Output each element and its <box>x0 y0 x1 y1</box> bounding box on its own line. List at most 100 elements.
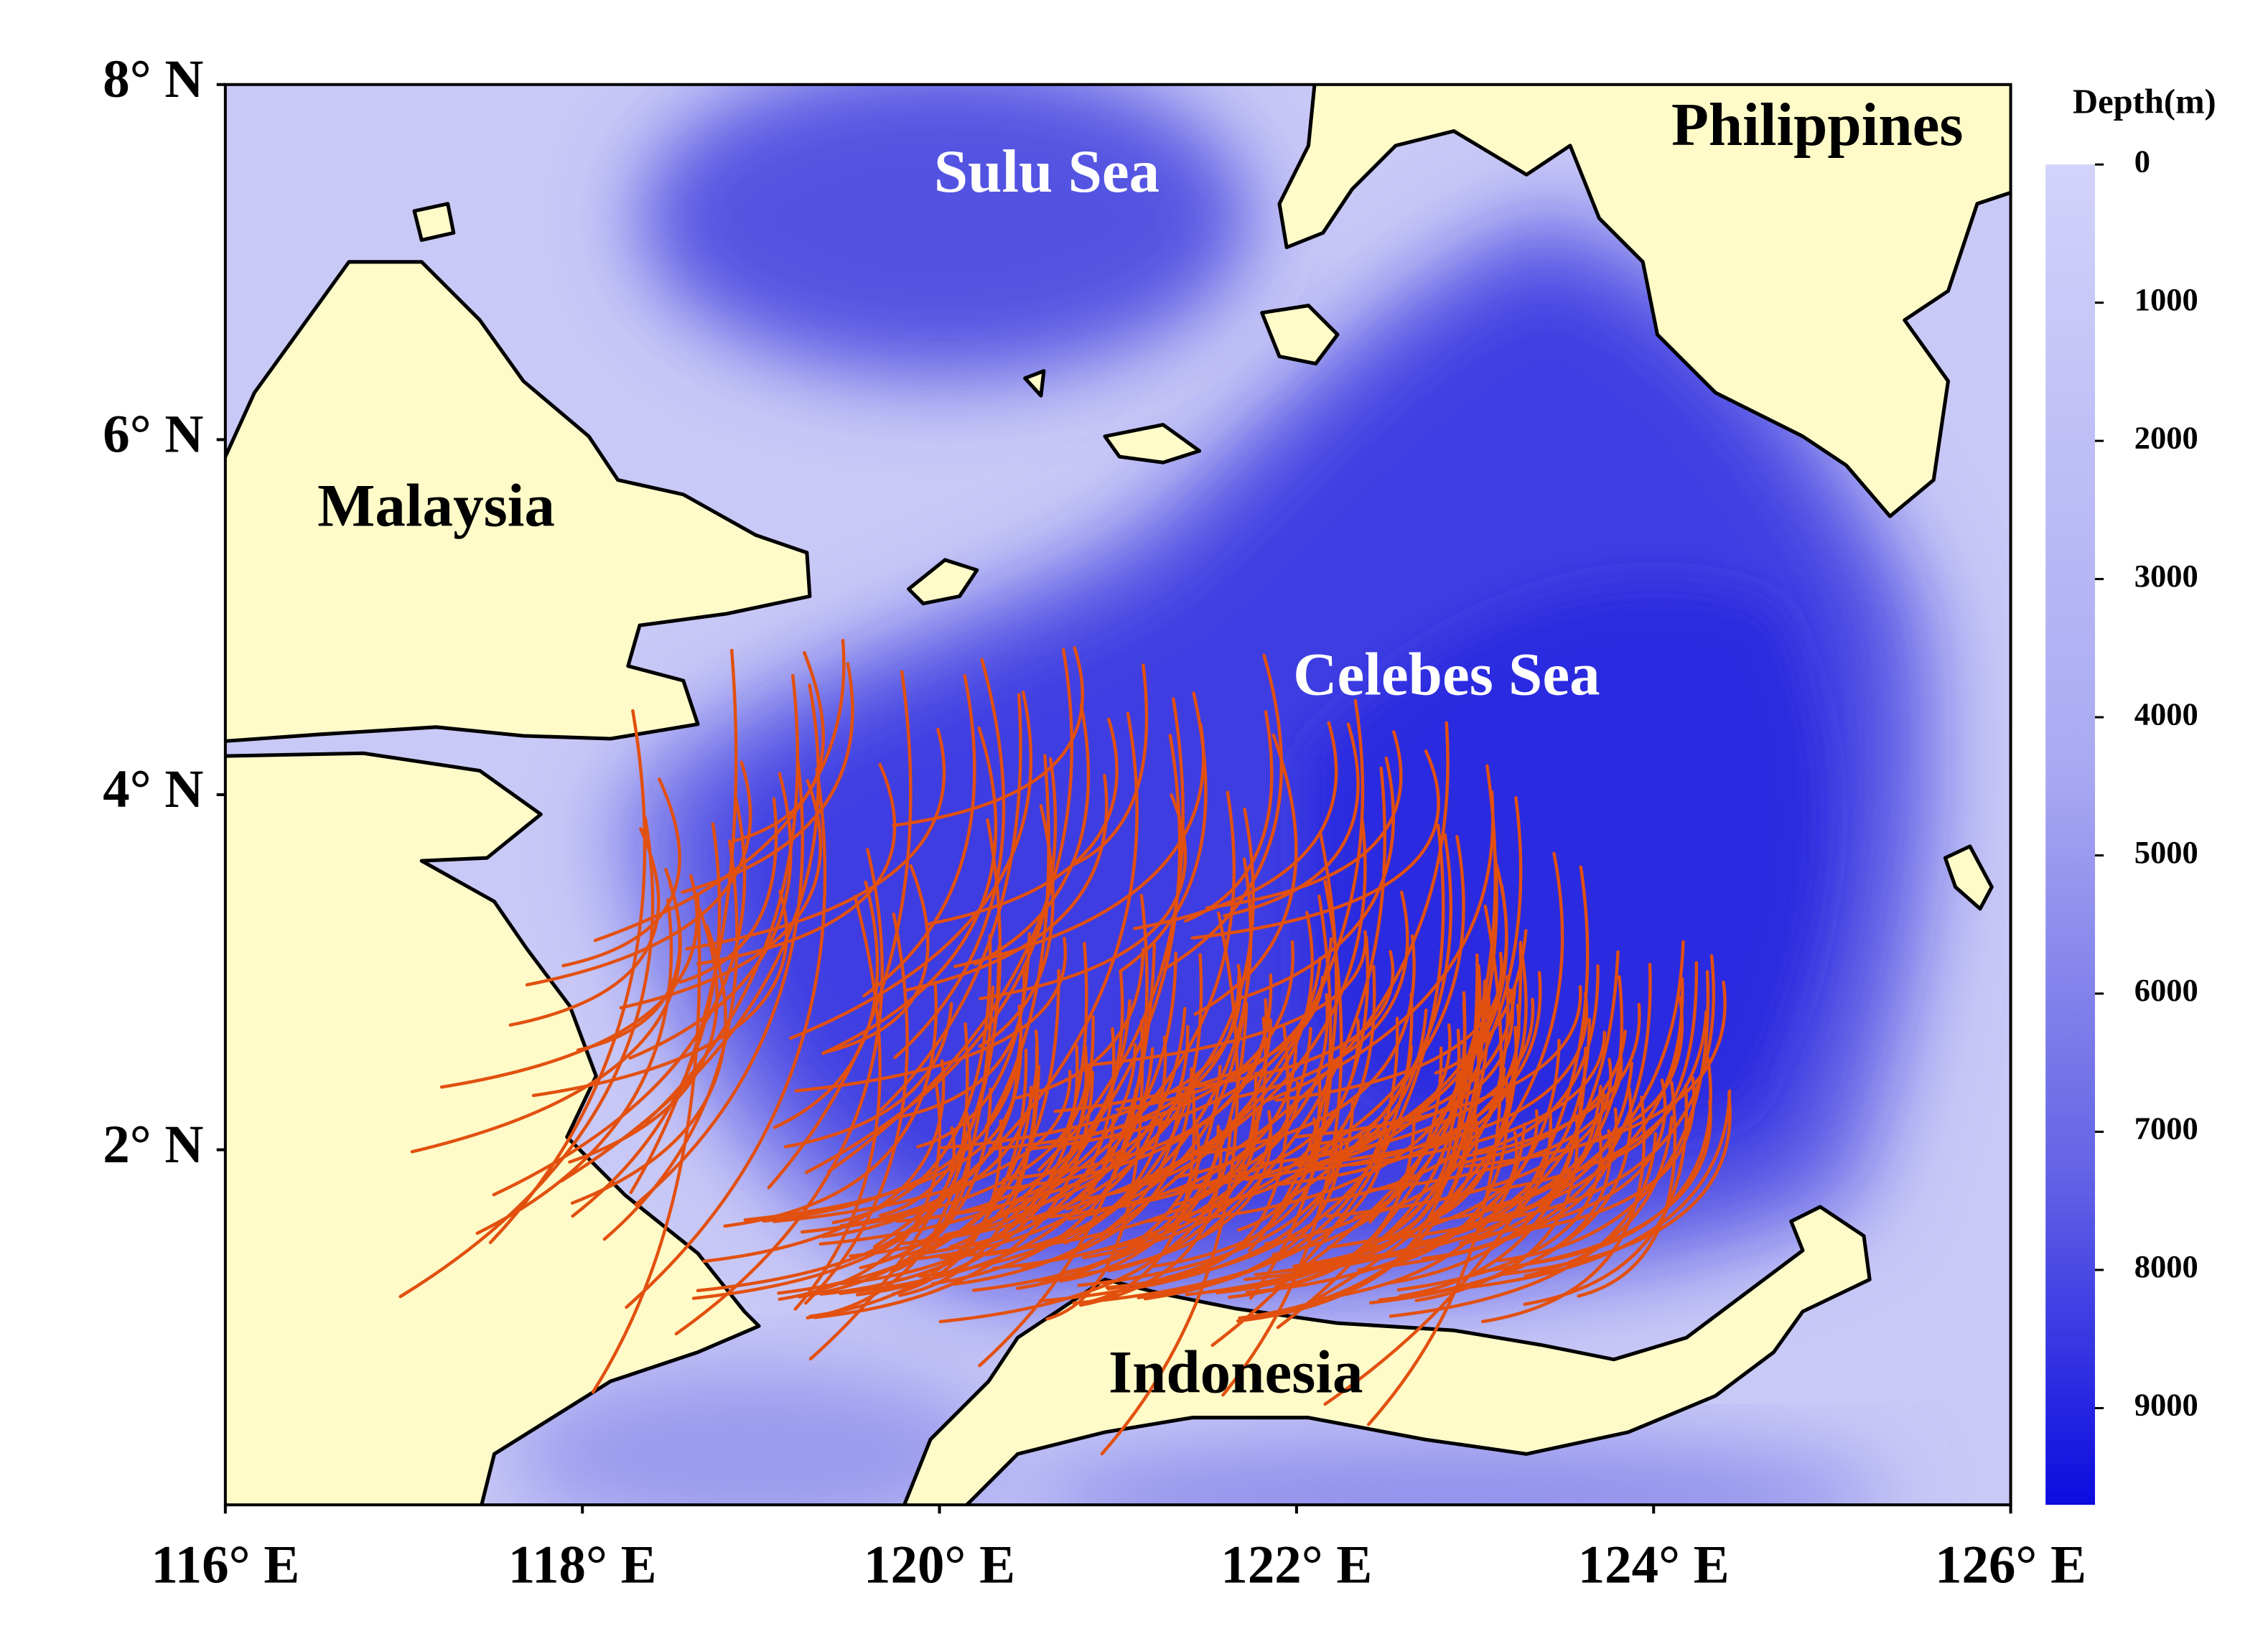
track <box>410 882 682 1154</box>
track <box>531 889 788 1098</box>
place-label: Malaysia <box>317 472 555 540</box>
track <box>1072 663 1149 866</box>
track <box>1386 976 1684 1241</box>
track <box>826 648 1074 1174</box>
x-tick-label: 118° E <box>508 1536 657 1595</box>
place-label: Sulu Sea <box>934 138 1159 205</box>
track <box>1053 976 1325 1113</box>
track <box>1545 995 1684 1156</box>
track <box>1193 733 1298 1016</box>
track <box>1315 1008 1428 1166</box>
x-tick-label: 122° E <box>1221 1536 1372 1595</box>
track <box>893 965 1026 1120</box>
track <box>892 646 1084 828</box>
track <box>1002 998 1268 1181</box>
x-tick-label: 120° E <box>864 1536 1015 1595</box>
land-borneo-north <box>225 260 812 743</box>
x-tick-label: 116° E <box>151 1536 299 1595</box>
track <box>879 693 1022 1112</box>
track <box>1149 819 1367 1182</box>
colorbar-tick-label: 2000 <box>2134 419 2198 455</box>
track <box>872 711 1139 1249</box>
track <box>1276 854 1498 1330</box>
track <box>901 951 1177 1246</box>
track <box>525 760 752 987</box>
track <box>925 717 1119 927</box>
track <box>674 848 885 1336</box>
track <box>978 894 1149 1368</box>
track <box>1307 1001 1467 1304</box>
y-tick-label: 6° N <box>103 405 203 464</box>
track <box>1458 1110 1553 1246</box>
track <box>823 864 930 1055</box>
track <box>767 670 913 1190</box>
y-tick-label: 4° N <box>103 760 203 819</box>
track <box>1245 1038 1561 1294</box>
track <box>1205 730 1403 910</box>
island <box>1023 369 1046 398</box>
track <box>813 1070 1095 1319</box>
track <box>839 1029 1039 1228</box>
island <box>1260 304 1340 366</box>
track <box>916 932 1032 1149</box>
track <box>979 793 1187 1001</box>
track <box>1314 971 1542 1172</box>
track <box>1162 653 1283 971</box>
track <box>930 1088 1138 1286</box>
place-label: Indonesia <box>1109 1339 1363 1406</box>
y-tick-label: 8° N <box>103 50 203 109</box>
track <box>1133 721 1338 930</box>
track <box>831 934 992 1225</box>
track <box>1221 879 1343 1397</box>
track <box>1379 979 1487 1243</box>
place-label: Philippines <box>1671 91 1964 159</box>
track <box>1274 1121 1416 1289</box>
track <box>1523 1115 1674 1278</box>
track <box>1414 1114 1579 1302</box>
colorbar-tick-label: 9000 <box>2134 1387 2198 1423</box>
track <box>1369 1076 1509 1271</box>
track <box>571 822 722 1218</box>
track <box>1223 722 1360 917</box>
track <box>971 1127 1200 1292</box>
track <box>1190 749 1440 940</box>
track <box>1238 1116 1471 1320</box>
track <box>801 1064 1091 1234</box>
track <box>508 827 661 1027</box>
track <box>929 999 1131 1220</box>
track <box>941 963 1242 1150</box>
colorbar-title: Depth(m) <box>2073 82 2216 121</box>
track <box>1470 1100 1712 1274</box>
colorbar-tick-label: 1000 <box>2134 281 2198 317</box>
colorbar-tick-label: 7000 <box>2134 1111 2198 1146</box>
track <box>561 777 681 968</box>
track <box>855 1015 1095 1297</box>
colorbar-tick-label: 8000 <box>2134 1248 2198 1284</box>
track <box>1137 1017 1399 1299</box>
track <box>1064 857 1253 1245</box>
track <box>1349 1030 1607 1167</box>
track <box>398 816 655 1299</box>
track <box>773 880 879 1129</box>
track <box>1434 929 1528 1075</box>
track <box>1523 1084 1689 1307</box>
track <box>888 968 1060 1260</box>
track <box>1273 795 1523 1289</box>
track <box>818 1043 1137 1246</box>
track <box>1369 1129 1612 1304</box>
colorbar-tick-label: 6000 <box>2134 972 2198 1008</box>
colorbar-tick-label: 0 <box>2134 143 2150 179</box>
track <box>862 673 976 998</box>
track <box>905 774 1109 992</box>
track <box>978 803 1055 1048</box>
y-tick-label: 2° N <box>103 1115 203 1174</box>
track <box>1210 823 1445 1347</box>
track <box>629 648 738 1195</box>
track <box>1249 894 1333 1300</box>
track <box>1100 911 1239 1456</box>
track <box>1312 988 1514 1146</box>
track <box>1030 790 1236 1203</box>
bathymetry <box>225 84 2011 1505</box>
island <box>1103 423 1202 464</box>
